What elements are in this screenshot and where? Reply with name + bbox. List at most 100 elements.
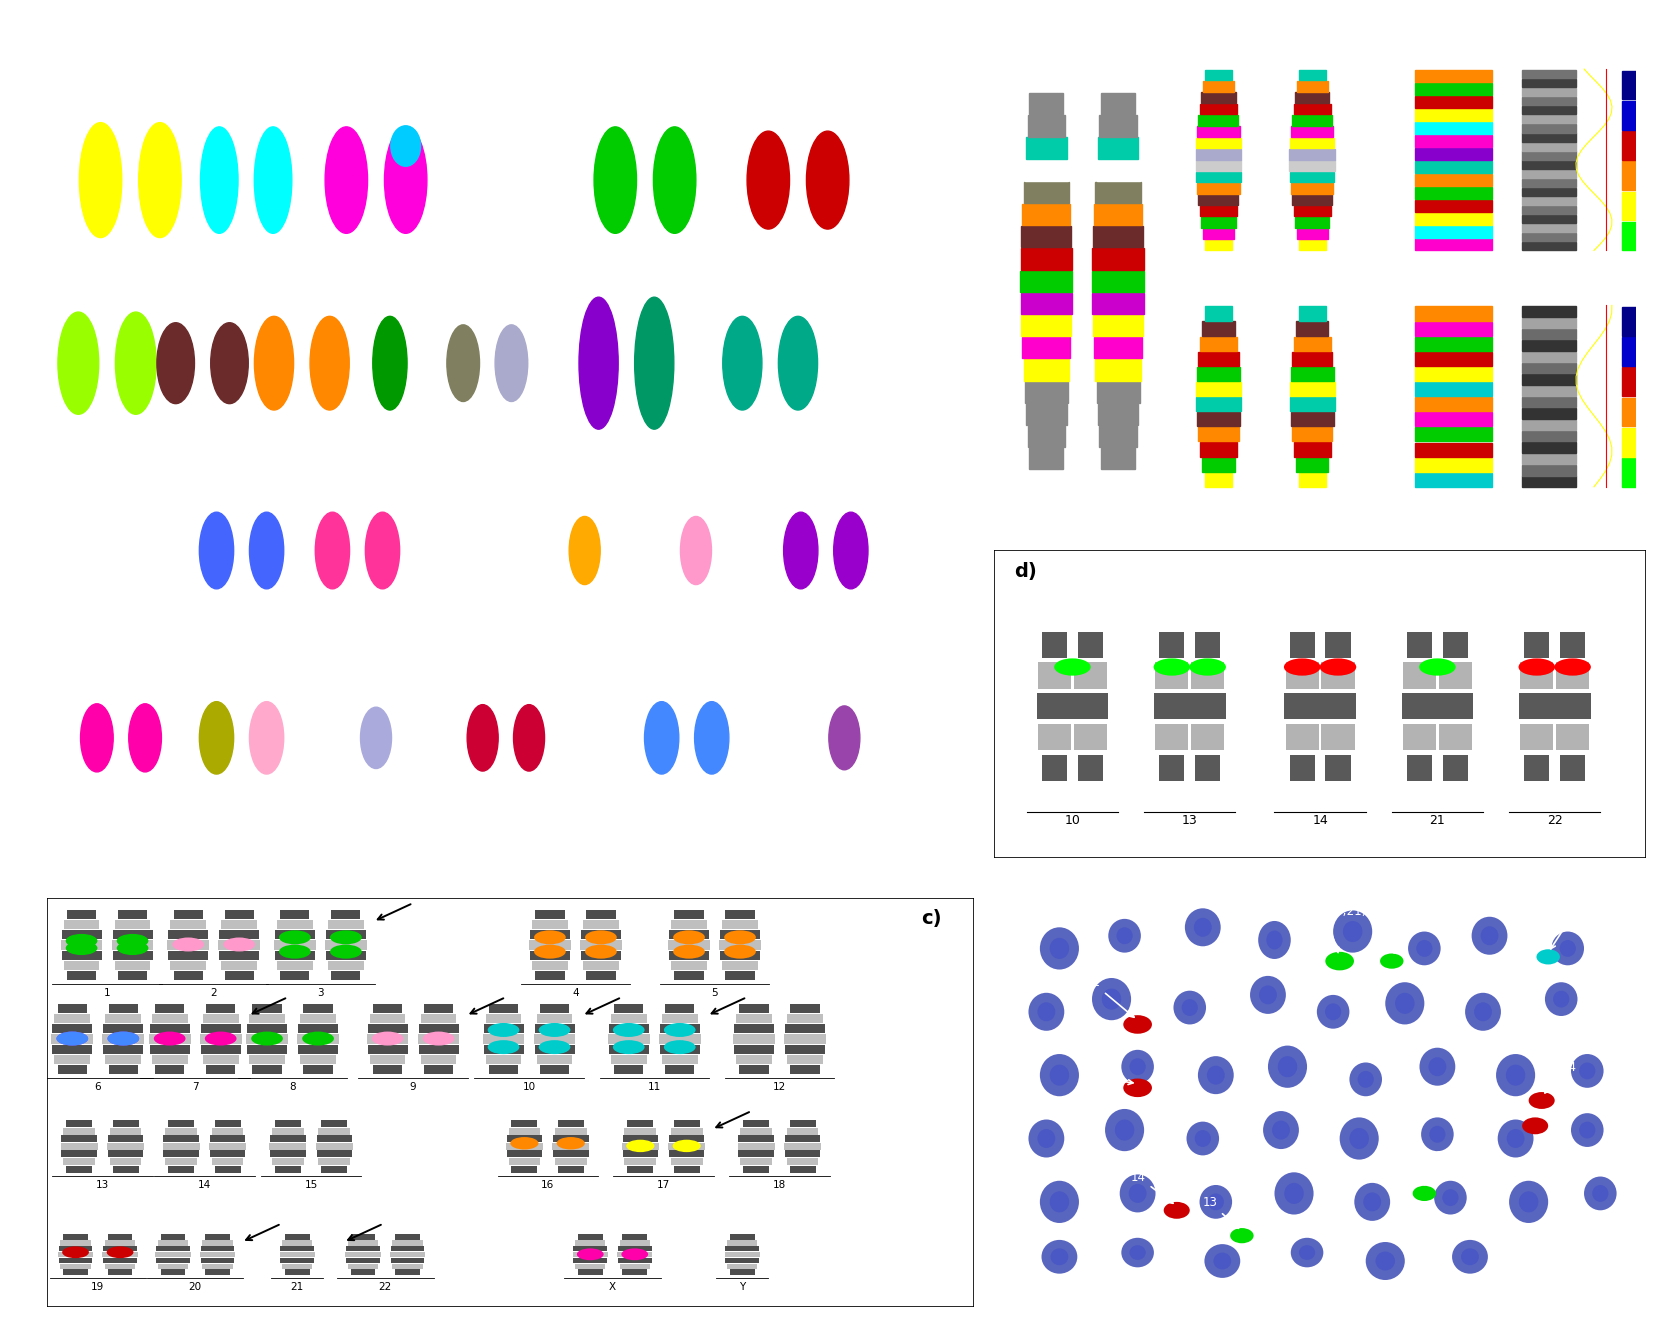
Bar [1160,755,1185,780]
Bar [737,1014,772,1023]
Bar [62,1136,97,1143]
Bar [316,1151,353,1157]
Bar [1522,233,1576,241]
Bar [1095,337,1141,358]
Bar [247,1045,287,1054]
Bar [212,1159,244,1165]
Bar [790,1120,815,1126]
Circle shape [107,1246,134,1258]
Bar [170,920,206,929]
Circle shape [1054,658,1091,676]
Bar [157,1263,189,1269]
Text: 14: 14 [1546,1061,1576,1093]
Circle shape [1554,658,1591,676]
Ellipse shape [316,512,349,589]
Bar [1021,271,1073,292]
Text: b): b) [1021,42,1049,66]
Ellipse shape [834,512,867,589]
Text: 12: 12 [762,436,779,448]
Bar [1078,755,1103,780]
Ellipse shape [1460,1248,1479,1266]
Bar [170,961,206,970]
Bar [152,1055,187,1065]
Bar [1407,632,1432,658]
Bar [483,1025,523,1034]
Bar [1290,172,1335,182]
Bar [421,1014,456,1023]
Bar [1095,359,1141,381]
Bar [1404,724,1435,751]
Circle shape [1419,658,1455,676]
Bar [1521,662,1554,689]
Text: 18: 18 [817,614,834,628]
Circle shape [65,941,97,955]
Bar [727,1240,757,1246]
Ellipse shape [1551,932,1584,966]
Bar [202,1240,232,1246]
Bar [274,931,314,939]
Bar [418,1034,460,1043]
Bar [612,1055,647,1065]
Ellipse shape [1546,982,1577,1016]
Ellipse shape [653,127,695,233]
Bar [725,971,755,980]
Ellipse shape [1268,1046,1307,1088]
Text: 17: 17 [328,679,343,688]
Text: 2: 2 [211,987,217,998]
Bar [304,1004,333,1012]
Bar [1038,662,1071,689]
Bar [1415,382,1492,396]
Bar [1522,386,1576,396]
Bar [112,931,152,939]
Bar [673,1120,700,1126]
Bar [274,951,314,960]
Bar [1522,89,1576,97]
Bar [328,961,364,970]
Text: 1: 1 [127,263,134,276]
Bar [62,1151,97,1157]
Bar [346,1252,381,1258]
Bar [511,1120,538,1126]
Bar [276,1120,301,1126]
Circle shape [1522,1117,1547,1134]
Bar [206,1004,236,1012]
Ellipse shape [80,704,114,772]
Bar [1293,103,1330,114]
Bar [1096,160,1140,181]
Bar [531,961,568,970]
Bar [105,1014,140,1023]
Bar [1038,724,1071,751]
Bar [1415,351,1492,366]
Bar [150,1045,190,1054]
Bar [1100,115,1136,137]
Bar [1322,724,1355,751]
Bar [155,1258,190,1263]
Ellipse shape [1193,917,1211,937]
Bar [1093,227,1143,248]
Text: X: X [682,799,692,813]
Bar [587,909,615,919]
Ellipse shape [1091,978,1131,1021]
Bar [1200,443,1237,456]
Bar [790,1165,815,1172]
Text: 11: 11 [618,455,635,468]
Bar [1295,217,1330,228]
Text: 16: 16 [576,610,593,624]
Bar [618,1258,652,1263]
Ellipse shape [326,127,368,233]
Ellipse shape [58,312,99,414]
Bar [739,1065,769,1074]
Bar [104,1246,137,1251]
Ellipse shape [595,127,637,233]
Ellipse shape [1579,1121,1596,1139]
Ellipse shape [1552,991,1569,1007]
Bar [1078,632,1103,658]
Bar [421,1055,456,1065]
Bar [1200,205,1237,216]
Text: 20: 20 [328,654,343,664]
Bar [396,1235,419,1239]
Circle shape [279,931,311,944]
Text: 14: 14 [1312,814,1328,827]
Ellipse shape [1395,992,1415,1014]
Bar [109,1151,144,1157]
